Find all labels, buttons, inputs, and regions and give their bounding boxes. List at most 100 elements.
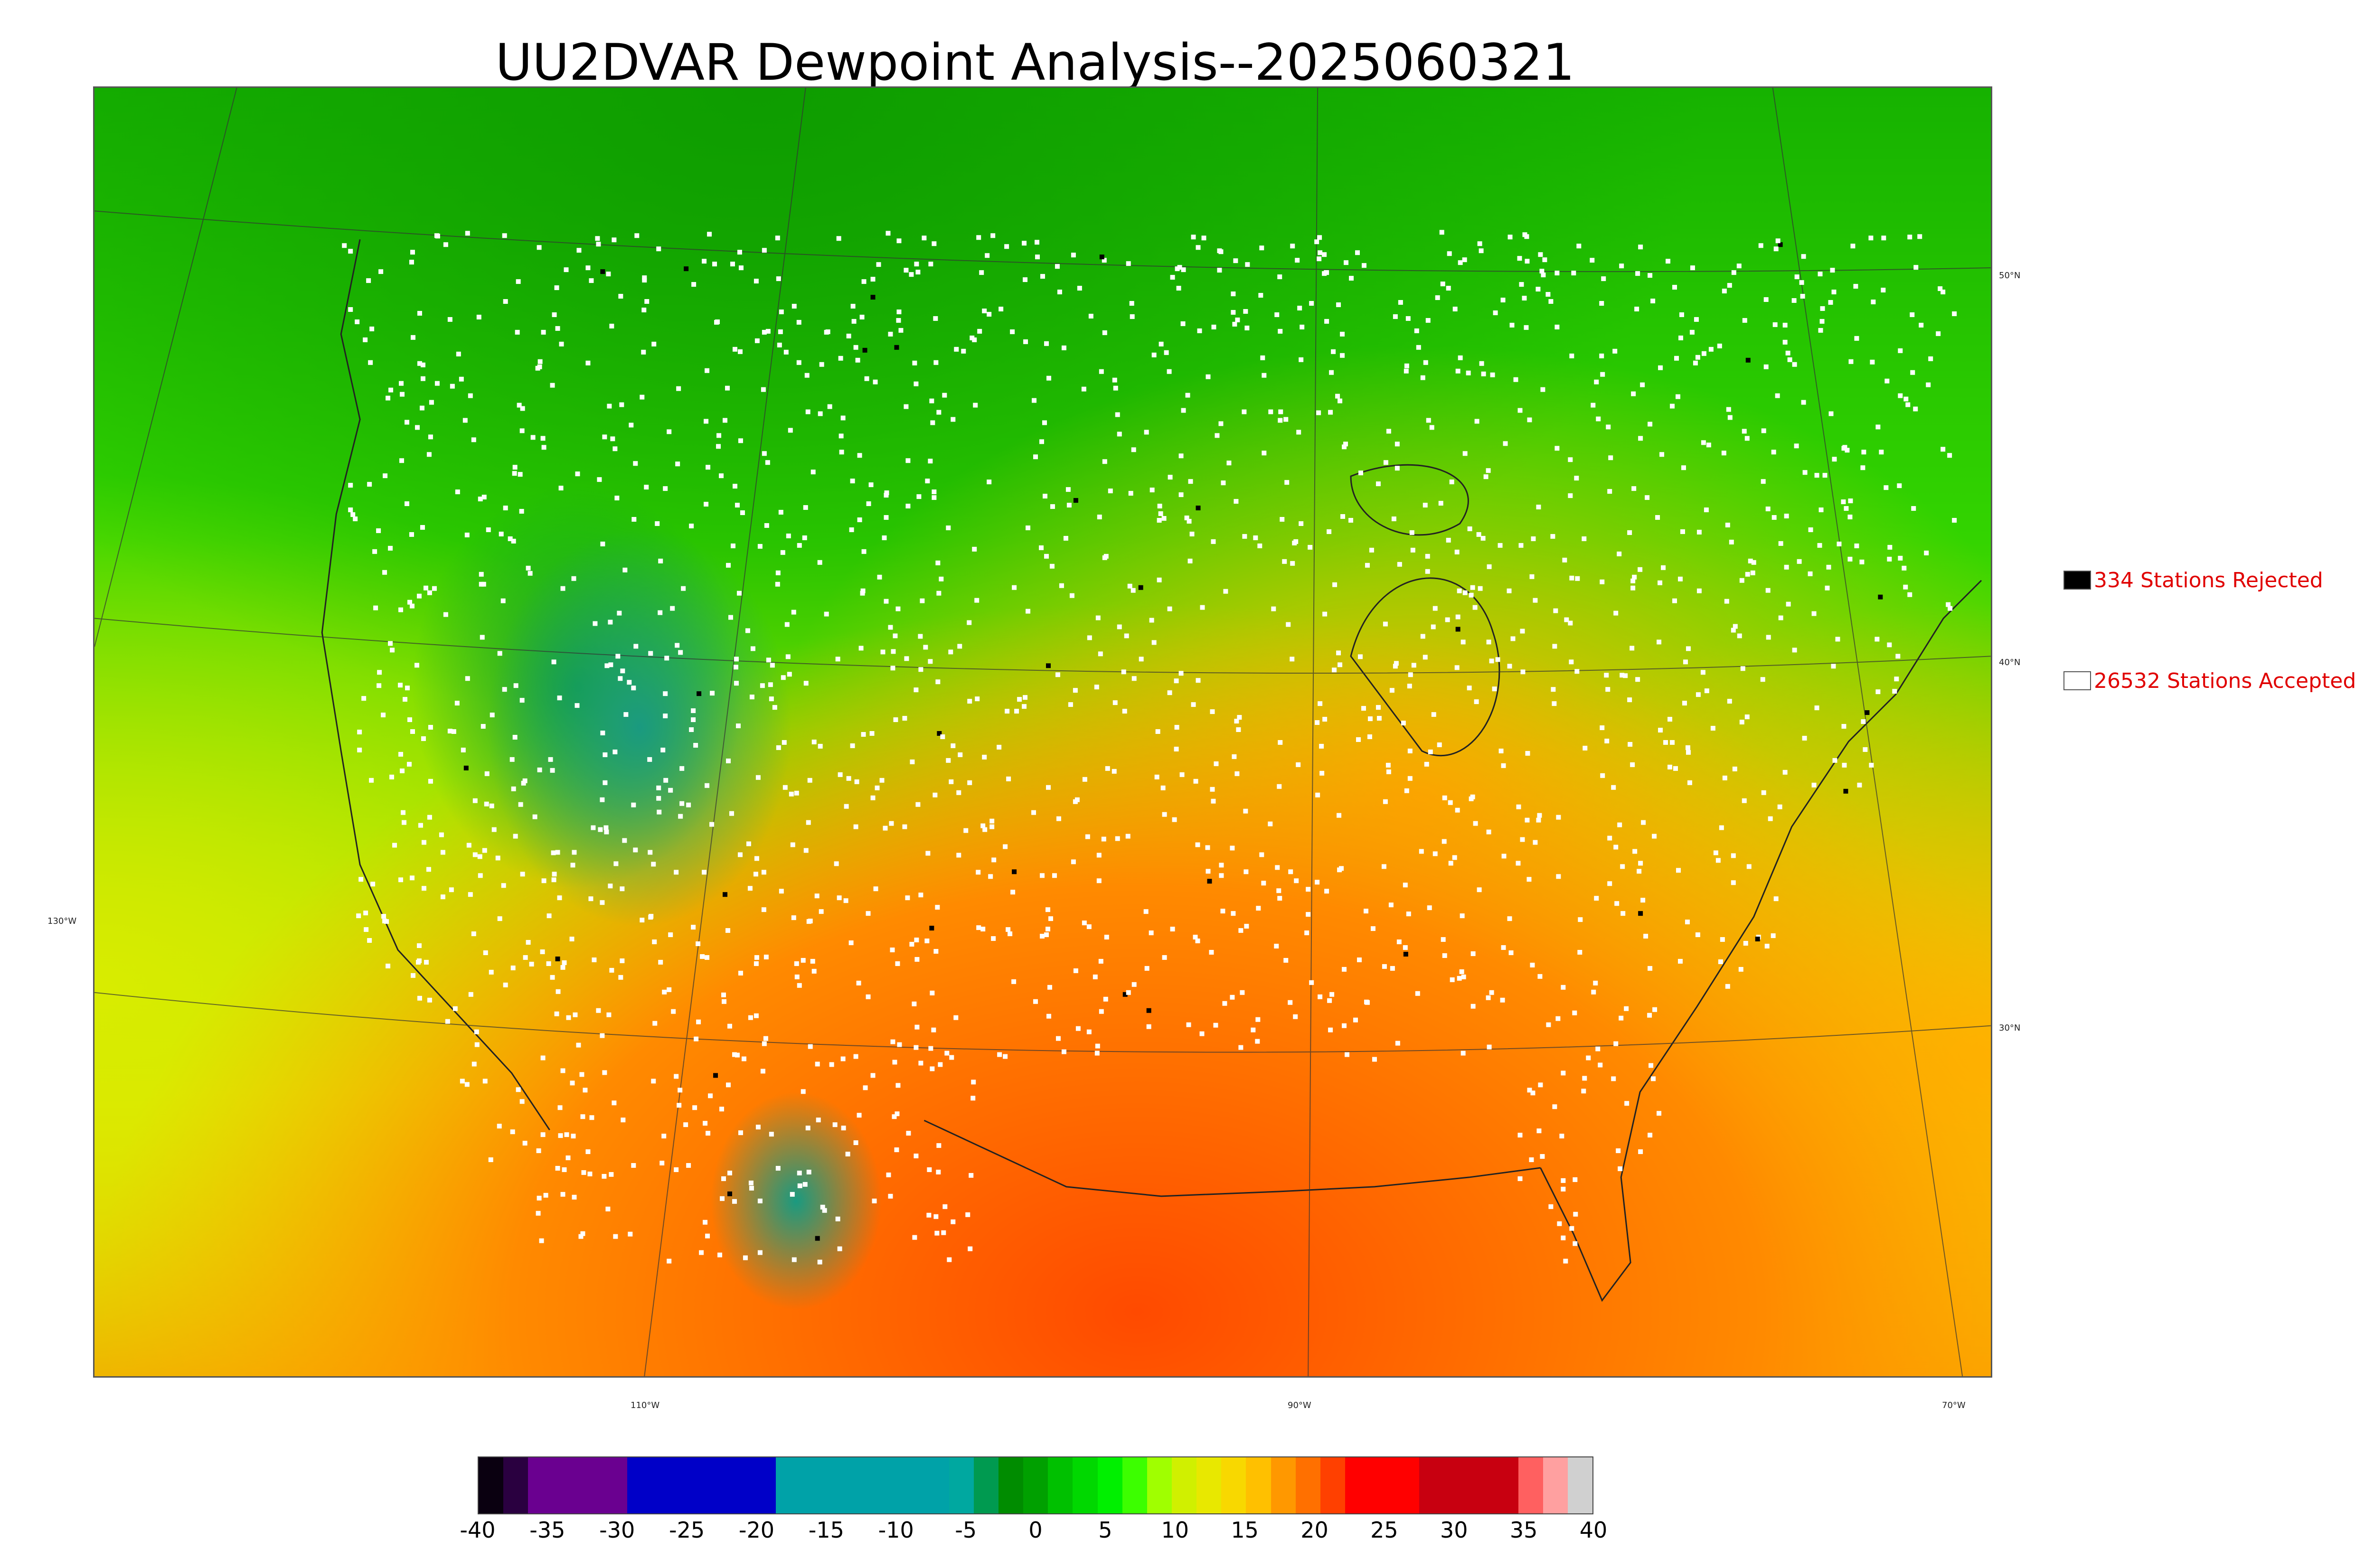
station-marker: [1210, 709, 1215, 714]
station-marker: [1582, 536, 1587, 541]
parallel-50n: [94, 210, 1991, 272]
station-marker: [417, 361, 422, 366]
station-marker: [786, 533, 791, 538]
station-marker: [1069, 593, 1074, 598]
station-marker: [1875, 689, 1881, 695]
station-marker: [914, 381, 919, 386]
station-marker: [640, 394, 645, 400]
station-marker: [894, 345, 899, 350]
station-marker: [967, 780, 972, 785]
station-marker: [426, 452, 432, 457]
station-marker: [503, 506, 508, 511]
station-marker: [1129, 301, 1134, 306]
station-marker: [1493, 310, 1498, 315]
station-marker: [620, 668, 625, 674]
station-marker: [791, 1257, 797, 1262]
colorbar-segment: [1493, 1457, 1518, 1513]
station-marker: [1727, 283, 1732, 288]
station-marker: [1583, 745, 1588, 751]
station-marker: [791, 610, 796, 615]
station-marker: [1375, 705, 1381, 710]
station-marker: [1238, 1045, 1244, 1050]
station-marker: [1818, 272, 1823, 277]
station-marker: [1234, 771, 1240, 776]
station-marker: [1618, 1166, 1623, 1171]
station-marker: [1628, 742, 1633, 747]
station-marker: [657, 809, 662, 815]
station-marker: [705, 955, 710, 960]
station-marker: [571, 576, 576, 581]
colorbar-tick-label: 25: [1370, 1517, 1398, 1543]
station-marker: [703, 1121, 708, 1126]
station-marker: [410, 335, 415, 340]
colorbar-segment: [651, 1457, 677, 1513]
station-marker: [1520, 669, 1526, 675]
station-marker: [1778, 541, 1783, 546]
chart-title: UU2DVAR Dewpoint Analysis--2025060321: [495, 33, 1575, 92]
station-marker: [1149, 930, 1154, 936]
station-marker: [827, 404, 832, 409]
station-marker: [1103, 996, 1108, 1002]
station-marker: [768, 682, 773, 687]
station-marker: [1843, 789, 1848, 794]
station-marker: [949, 1055, 954, 1060]
station-marker: [1056, 816, 1061, 821]
station-marker: [1178, 492, 1184, 498]
station-marker: [884, 599, 889, 604]
station-marker: [1337, 813, 1342, 818]
station-marker: [585, 265, 591, 271]
station-marker: [727, 1191, 732, 1196]
station-marker: [1191, 702, 1196, 707]
station-marker: [1318, 701, 1323, 706]
station-marker: [513, 683, 518, 688]
station-marker: [754, 961, 759, 966]
station-marker: [738, 1130, 743, 1136]
station-marker: [1596, 416, 1601, 422]
station-marker: [551, 659, 556, 665]
station-marker: [928, 262, 933, 267]
station-marker: [817, 1259, 822, 1265]
station-marker: [1561, 985, 1566, 990]
station-marker: [1283, 958, 1289, 963]
station-marker: [1841, 446, 1846, 451]
station-marker: [401, 810, 406, 815]
station-marker: [1575, 576, 1580, 581]
station-marker: [1121, 669, 1126, 675]
station-marker: [1327, 529, 1332, 534]
meridian-90w: [1308, 88, 1319, 1376]
station-marker: [621, 1117, 626, 1123]
station-marker: [358, 877, 364, 882]
colorbar-segment: [726, 1457, 751, 1513]
dewpoint-map[interactable]: [93, 86, 1992, 1378]
station-marker: [936, 410, 942, 415]
map-canvas: [94, 88, 1991, 1376]
station-marker: [1500, 298, 1506, 303]
station-marker: [982, 827, 988, 832]
station-marker: [933, 948, 939, 954]
station-marker: [1223, 589, 1228, 594]
station-marker: [1409, 530, 1414, 535]
station-marker: [570, 1080, 575, 1086]
station-marker: [891, 649, 896, 654]
station-marker: [932, 241, 937, 246]
station-marker: [420, 376, 425, 381]
station-marker: [1318, 250, 1323, 255]
station-marker: [554, 285, 559, 291]
station-marker: [694, 1036, 699, 1042]
colorbar-tick-label: -35: [529, 1517, 565, 1543]
station-marker: [683, 1122, 688, 1127]
station-marker: [1600, 579, 1605, 584]
station-marker: [1039, 545, 1044, 550]
colorbar-tick-label: 20: [1300, 1517, 1328, 1543]
station-marker: [1556, 815, 1561, 820]
station-marker: [1357, 957, 1362, 962]
station-marker: [815, 1236, 820, 1241]
station-marker: [1455, 614, 1460, 620]
station-marker: [851, 319, 857, 324]
station-marker: [893, 633, 898, 638]
station-marker: [775, 582, 780, 587]
station-marker: [873, 886, 878, 892]
station-marker: [940, 734, 945, 739]
station-marker: [1571, 271, 1576, 276]
station-marker: [755, 775, 761, 780]
